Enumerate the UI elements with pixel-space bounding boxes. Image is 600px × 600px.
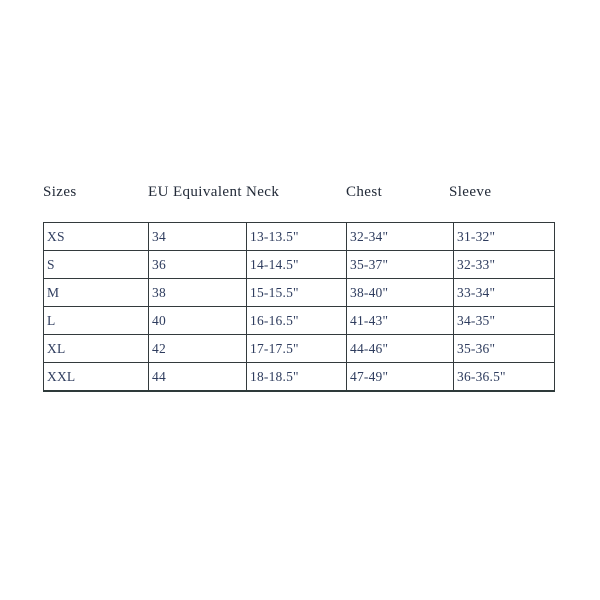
table-cell: 47-49" — [346, 362, 454, 392]
table-cell: 40 — [148, 306, 247, 335]
table-row-m: M 38 15-15.5" 38-40" 33-34" — [43, 278, 555, 307]
table-cell: M — [43, 278, 149, 307]
table-cell: S — [43, 250, 149, 279]
table-cell: 16-16.5" — [246, 306, 347, 335]
column-header-sizes: Sizes — [43, 184, 77, 200]
size-chart-table: XS 34 13-13.5" 32-34" 31-32" S 36 14-14.… — [43, 222, 555, 392]
table-cell: 38-40" — [346, 278, 454, 307]
table-cell: 13-13.5" — [246, 222, 347, 251]
table-cell: 34-35" — [453, 306, 555, 335]
table-row-s: S 36 14-14.5" 35-37" 32-33" — [43, 250, 555, 279]
column-header-eu-equivalent: EU Equivalent — [148, 184, 242, 200]
table-cell: 41-43" — [346, 306, 454, 335]
table-cell: XL — [43, 334, 149, 363]
table-cell: 17-17.5" — [246, 334, 347, 363]
column-header-chest: Chest — [346, 184, 383, 200]
table-cell: 35-37" — [346, 250, 454, 279]
table-cell: 35-36" — [453, 334, 555, 363]
table-cell: 15-15.5" — [246, 278, 347, 307]
table-cell: 44-46" — [346, 334, 454, 363]
table-row-xs: XS 34 13-13.5" 32-34" 31-32" — [43, 222, 555, 251]
table-cell: 32-34" — [346, 222, 454, 251]
table-cell: 18-18.5" — [246, 362, 347, 392]
table-row-xxl: XXL 44 18-18.5" 47-49" 36-36.5" — [43, 362, 555, 392]
table-cell: 42 — [148, 334, 247, 363]
column-header-neck: Neck — [246, 184, 280, 200]
table-cell: 36-36.5" — [453, 362, 555, 392]
column-header-sleeve: Sleeve — [449, 184, 492, 200]
table-cell: 38 — [148, 278, 247, 307]
table-cell: 36 — [148, 250, 247, 279]
table-cell: XXL — [43, 362, 149, 392]
table-row-l: L 40 16-16.5" 41-43" 34-35" — [43, 306, 555, 335]
table-cell: 44 — [148, 362, 247, 392]
table-cell: 31-32" — [453, 222, 555, 251]
table-cell: 34 — [148, 222, 247, 251]
table-cell: XS — [43, 222, 149, 251]
table-cell: L — [43, 306, 149, 335]
table-cell: 32-33" — [453, 250, 555, 279]
table-cell: 33-34" — [453, 278, 555, 307]
table-row-xl: XL 42 17-17.5" 44-46" 35-36" — [43, 334, 555, 363]
table-cell: 14-14.5" — [246, 250, 347, 279]
column-headers: Sizes EU Equivalent Neck Chest Sleeve — [43, 184, 553, 201]
